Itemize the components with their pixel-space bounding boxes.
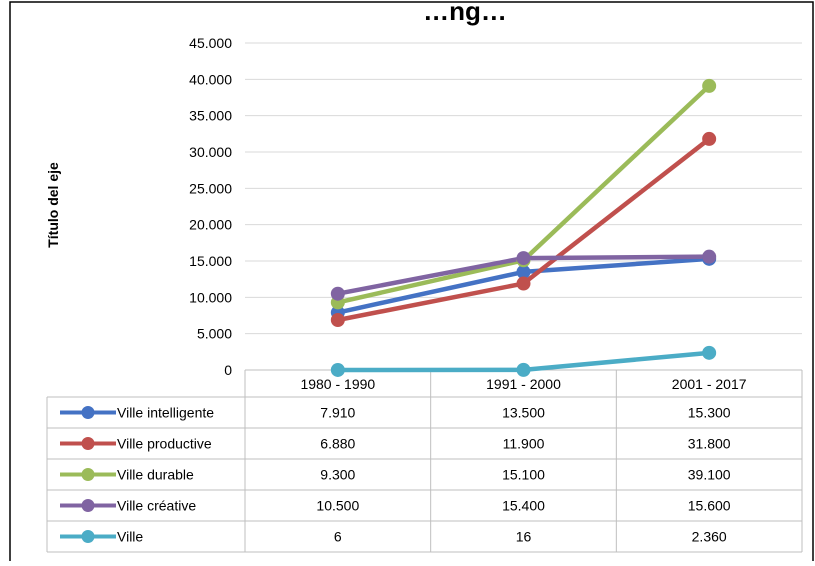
legend-marker <box>81 406 95 419</box>
table-cell-value: 9.300 <box>320 467 355 483</box>
legend-label: Ville productive <box>117 436 212 452</box>
x-category-label: 1991 - 2000 <box>486 376 561 392</box>
y-tick-label: 25.000 <box>189 180 232 196</box>
table-cell-value: 11.900 <box>503 436 545 452</box>
data-point <box>516 362 531 377</box>
data-point <box>330 313 345 328</box>
legend-key-1 <box>60 406 116 419</box>
y-tick-label: 20.000 <box>189 217 232 233</box>
y-tick-label: 0 <box>224 362 232 378</box>
data-point <box>330 286 345 301</box>
data-point <box>702 345 717 360</box>
legend-marker <box>81 437 95 450</box>
table-cell-value: 6.880 <box>320 436 355 452</box>
legend-key-4 <box>60 499 116 512</box>
chart-title: …ng… <box>423 0 507 26</box>
data-point <box>516 276 531 291</box>
x-category-label: 1980 - 1990 <box>300 376 375 392</box>
data-point <box>516 264 531 279</box>
data-point <box>702 131 717 146</box>
legend-key-2 <box>60 437 116 450</box>
data-point <box>702 78 717 93</box>
data-point <box>330 362 345 377</box>
table-cell-value: 7.910 <box>320 405 355 421</box>
legend-marker <box>81 530 95 543</box>
legend-key-3 <box>60 468 116 481</box>
y-tick-label: 10.000 <box>189 289 232 305</box>
table-cell-value: 15.400 <box>502 498 545 514</box>
legend-marker <box>81 468 95 481</box>
data-point <box>516 251 531 266</box>
legend-label: Ville intelligente <box>117 405 214 421</box>
y-tick-label: 30.000 <box>189 144 232 160</box>
legend-label: Ville créative <box>117 498 196 514</box>
y-tick-label: 35.000 <box>189 108 232 124</box>
table-cell-value: 15.600 <box>688 498 731 514</box>
table-cell-value: 13.500 <box>502 405 545 421</box>
y-tick-label: 5.000 <box>197 326 232 342</box>
table-cell-value: 31.800 <box>688 436 731 452</box>
y-tick-label: 45.000 <box>189 35 232 51</box>
y-tick-label: 15.000 <box>189 253 232 269</box>
series-line-2 <box>337 137 711 323</box>
table-cell-value: 2.360 <box>692 529 727 545</box>
table-cell-value: 39.100 <box>688 467 731 483</box>
y-axis-label: Título del eje <box>45 162 61 248</box>
table-cell-value: 16 <box>516 529 532 545</box>
table-cell-value: 6 <box>334 529 342 545</box>
legend-key-5 <box>60 530 116 543</box>
y-tick-label: 40.000 <box>189 71 232 87</box>
table-cell-value: 15.300 <box>688 405 731 421</box>
table-cell-value: 15.100 <box>502 467 545 483</box>
chart-border <box>9 1 814 561</box>
data-point <box>702 249 717 264</box>
legend-label: Ville durable <box>117 467 194 483</box>
legend-label: Ville <box>117 529 143 545</box>
legend-marker <box>81 499 95 512</box>
table-cell-value: 10.500 <box>316 498 359 514</box>
x-category-label: 2001 - 2017 <box>672 376 747 392</box>
